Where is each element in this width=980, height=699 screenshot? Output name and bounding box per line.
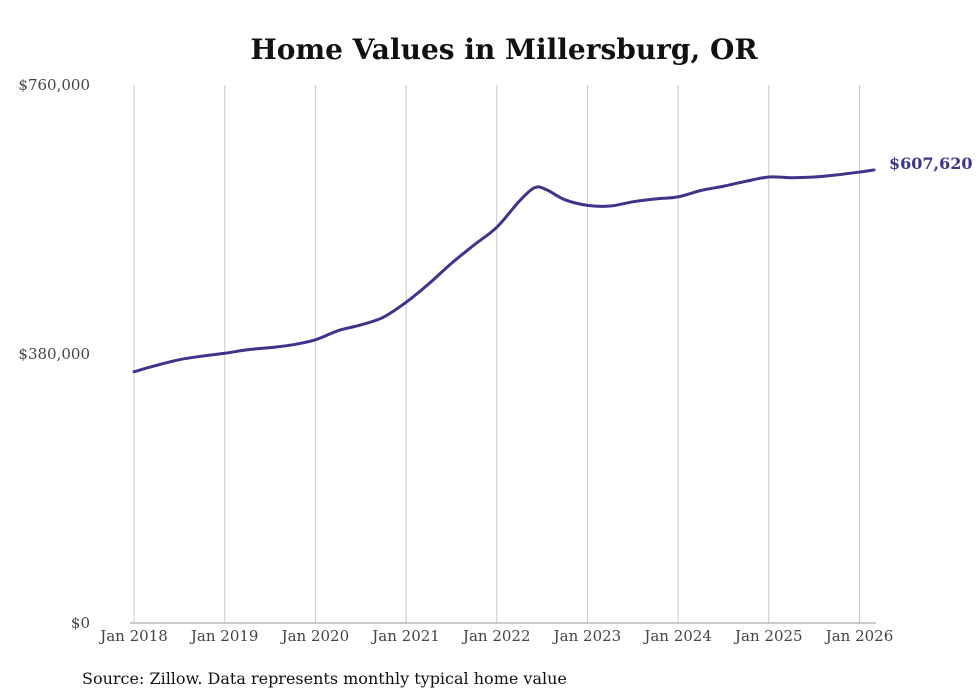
y-tick-label: $760,000 xyxy=(18,76,90,94)
y-axis-ticks: $0 $380,000 $760,000 xyxy=(18,76,90,632)
gridlines xyxy=(130,85,876,624)
x-tick-label: Jan 2025 xyxy=(733,627,803,645)
chart-title: Home Values in Millersburg, OR xyxy=(250,33,758,66)
y-tick-label: $380,000 xyxy=(18,345,90,363)
x-axis-ticks: Jan 2018 Jan 2019 Jan 2020 Jan 2021 Jan 2022… xyxy=(98,627,893,645)
x-tick-label: Jan 2018 xyxy=(98,627,168,645)
x-tick-label: Jan 2026 xyxy=(824,627,894,645)
y-tick-label: $0 xyxy=(71,614,90,632)
series-layer xyxy=(132,168,876,374)
series-line xyxy=(132,168,876,374)
x-tick-label: Jan 2021 xyxy=(370,627,440,645)
end-value-label: $607,620 xyxy=(889,154,973,173)
x-tick-label: Jan 2022 xyxy=(461,627,531,645)
x-tick-label: Jan 2023 xyxy=(552,627,622,645)
x-tick-label: Jan 2020 xyxy=(280,627,350,645)
x-tick-label: Jan 2024 xyxy=(642,627,712,645)
x-tick-label: Jan 2019 xyxy=(189,627,259,645)
source-note: Source: Zillow. Data represents monthly … xyxy=(82,669,567,688)
